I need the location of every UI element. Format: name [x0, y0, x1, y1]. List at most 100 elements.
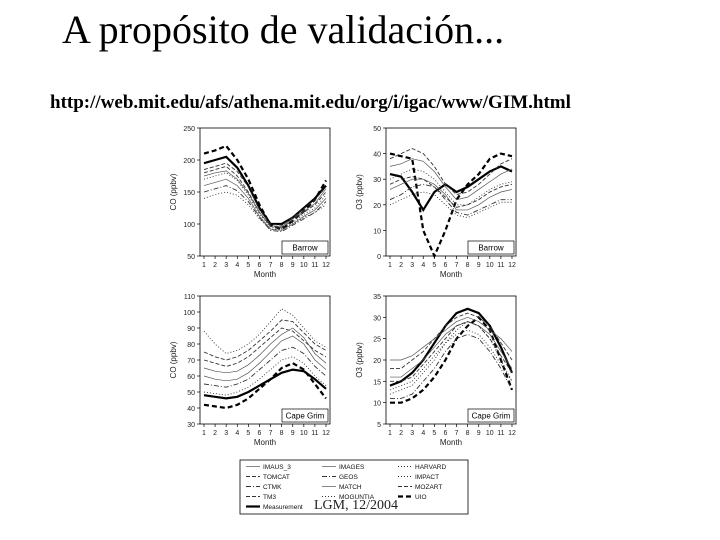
legend-label: GEOS [339, 474, 358, 481]
y-tick-label: 35 [373, 294, 381, 301]
legend-label: MOZART [415, 484, 442, 491]
series-line [203, 308, 327, 355]
legend-label: CTMK [263, 484, 282, 491]
series-line [389, 176, 513, 208]
y-tick-label: 40 [187, 406, 195, 413]
legend-label: TOMCAT [263, 474, 290, 481]
series-line [203, 346, 327, 388]
y-tick-label: 50 [187, 390, 195, 397]
x-tick-label: 4 [235, 430, 239, 437]
x-tick-label: 3 [224, 262, 228, 269]
x-tick-label: 6 [444, 262, 448, 269]
legend-label: Measurement [263, 504, 303, 511]
y-tick-label: 40 [373, 152, 381, 159]
series-line [390, 315, 514, 404]
x-tick-label: 6 [444, 430, 448, 437]
legend-label: IMPACT [415, 474, 439, 481]
x-tick-label: 11 [311, 430, 318, 437]
y-tick-label: 30 [373, 315, 381, 322]
y-tick-label: 15 [373, 379, 381, 386]
x-tick-label: 8 [466, 262, 470, 269]
slide-title: A propósito de validación... [62, 7, 505, 52]
series-line [203, 170, 327, 227]
series-line [389, 165, 513, 213]
legend-label: TM3 [263, 494, 276, 501]
series-line [203, 335, 327, 382]
y-tick-label: 150 [183, 190, 195, 197]
y-tick-label: 30 [373, 177, 381, 184]
series-line [389, 178, 513, 211]
y-tick-label: 10 [373, 401, 381, 408]
y-axis-label: O3 (ppbv) [355, 342, 364, 378]
x-tick-label: 9 [477, 262, 481, 269]
x-tick-label: 10 [486, 262, 494, 269]
x-tick-label: 7 [269, 262, 273, 269]
y-axis-label: CO (ppbv) [169, 173, 178, 210]
legend-label: IMAUS_3 [263, 464, 291, 471]
series-line [203, 178, 327, 231]
y-tick-label: 250 [183, 126, 195, 133]
series-line [203, 165, 327, 228]
y-tick-label: 70 [187, 358, 195, 365]
x-tick-label: 4 [235, 262, 239, 269]
x-tick-label: 2 [399, 262, 403, 269]
x-tick-label: 8 [280, 262, 284, 269]
x-tick-label: 1 [388, 262, 392, 269]
series-line [390, 316, 513, 361]
x-tick-label: 6 [258, 262, 262, 269]
x-tick-label: 7 [455, 430, 459, 437]
series-line [390, 312, 513, 369]
legend-label: UIO [415, 494, 427, 501]
x-tick-label: 1 [202, 262, 206, 269]
y-tick-label: 20 [373, 358, 381, 365]
x-tick-label: 5 [246, 430, 250, 437]
station-label: Cape Grim [286, 412, 325, 421]
x-tick-label: 11 [497, 430, 504, 437]
x-tick-label: 11 [497, 262, 504, 269]
x-tick-label: 12 [508, 430, 516, 437]
plot-frame [385, 127, 517, 257]
x-tick-label: 3 [410, 430, 414, 437]
station-label: Barrow [478, 244, 504, 253]
series-line [203, 172, 327, 229]
x-tick-label: 11 [311, 262, 318, 269]
station-label-box [467, 408, 515, 423]
reference-url[interactable]: http://web.mit.edu/afs/athena.mit.edu/or… [50, 92, 571, 113]
series-line [389, 158, 513, 201]
series-line [389, 147, 513, 196]
plot-frame [199, 127, 331, 257]
x-tick-label: 5 [246, 262, 250, 269]
slide-footer: LGM, 12/2004 [314, 498, 398, 513]
y-tick-label: 0 [377, 254, 381, 261]
x-tick-label: 4 [421, 262, 425, 269]
x-tick-label: 10 [486, 430, 494, 437]
series-line [203, 361, 327, 410]
x-tick-label: 5 [432, 262, 436, 269]
x-tick-label: 3 [410, 262, 414, 269]
series-line [203, 191, 327, 230]
series-line [390, 321, 513, 382]
series-line [203, 327, 327, 367]
y-tick-label: 200 [183, 158, 195, 165]
y-tick-label: 100 [183, 222, 195, 229]
series-line [203, 319, 327, 361]
series-line [389, 329, 513, 391]
x-tick-label: 12 [322, 430, 330, 437]
legend-label: HARVARD [415, 464, 446, 471]
station-label: Barrow [292, 244, 318, 253]
y-tick-label: 30 [187, 422, 195, 429]
x-tick-label: 4 [421, 430, 425, 437]
series-line [203, 162, 327, 226]
legend-label: IMAGES [339, 464, 365, 471]
x-tick-label: 6 [258, 430, 262, 437]
plot-frame [385, 295, 517, 425]
y-tick-label: 10 [373, 228, 381, 235]
x-tick-label: 7 [269, 430, 273, 437]
y-tick-label: 20 [373, 203, 381, 210]
station-label-box [281, 408, 329, 423]
x-tick-label: 12 [322, 262, 330, 269]
y-axis-label: O3 (ppbv) [355, 174, 364, 210]
y-tick-label: 110 [184, 294, 195, 301]
x-axis-label: Month [440, 438, 462, 447]
